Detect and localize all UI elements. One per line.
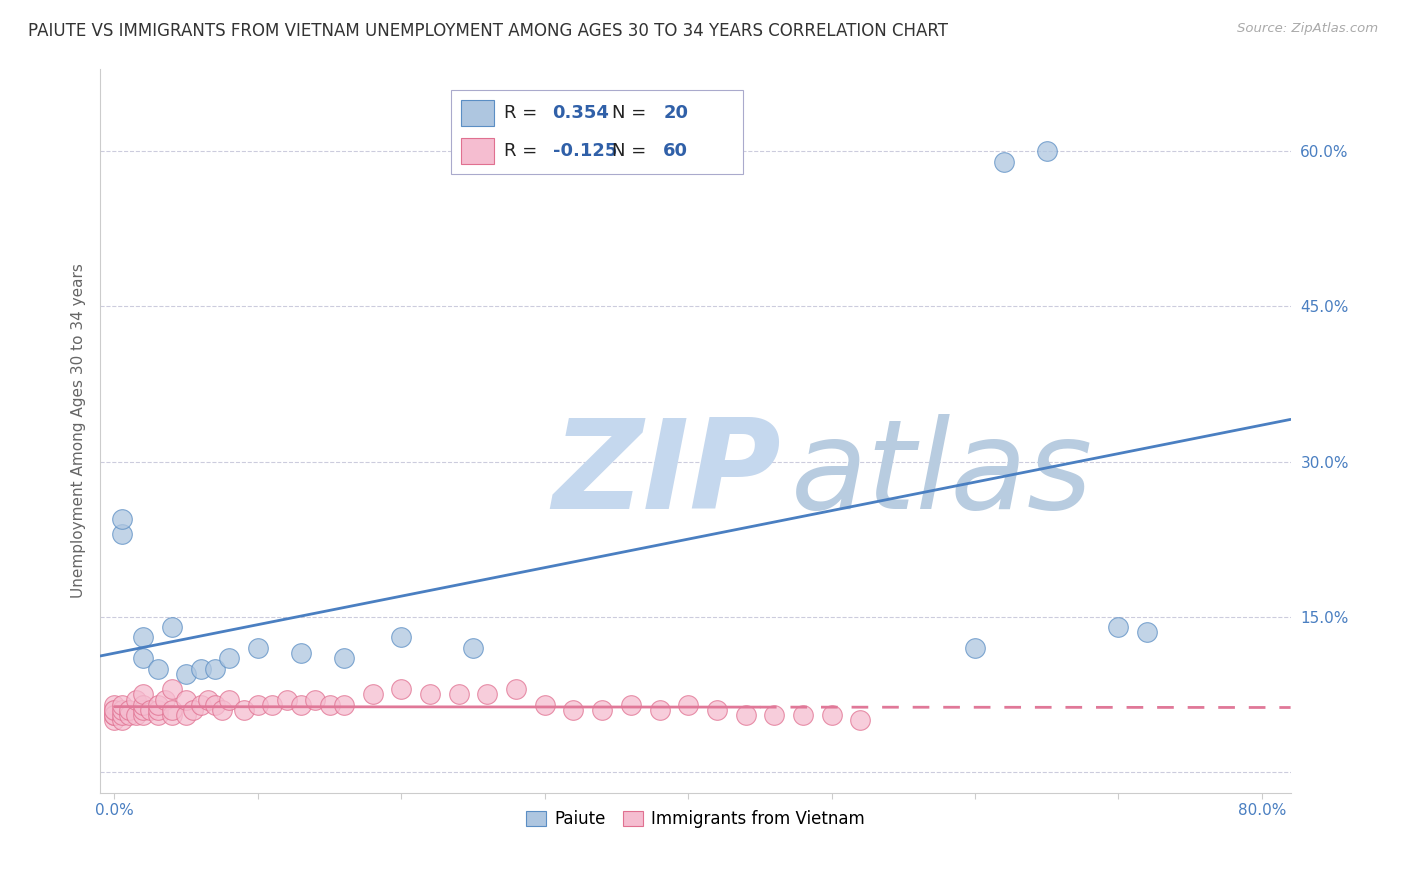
Text: atlas: atlas [790, 414, 1092, 534]
Point [318, 698, 340, 712]
Point [160, 708, 183, 723]
Point [103, 708, 125, 723]
Point [174, 666, 197, 681]
Point [304, 692, 326, 706]
Text: -0.125: -0.125 [553, 142, 617, 160]
Point [706, 703, 728, 717]
Text: 0.354: 0.354 [553, 103, 609, 121]
Point [477, 687, 499, 701]
Point [246, 640, 269, 655]
Text: ZIP: ZIP [553, 414, 782, 534]
Point [190, 698, 212, 712]
Point [963, 640, 986, 655]
Text: Source: ZipAtlas.com: Source: ZipAtlas.com [1237, 22, 1378, 36]
Point [111, 511, 134, 525]
Text: N =: N = [612, 142, 652, 160]
Point [389, 682, 412, 697]
Point [333, 651, 356, 665]
Point [361, 687, 384, 701]
Point [111, 703, 134, 717]
Legend: Paiute, Immigrants from Vietnam: Paiute, Immigrants from Vietnam [519, 804, 872, 835]
Point [505, 682, 527, 697]
Point [103, 698, 125, 712]
Text: N =: N = [612, 103, 652, 121]
Point [160, 620, 183, 634]
Point [111, 698, 134, 712]
Point [620, 698, 643, 712]
Point [676, 698, 699, 712]
Point [174, 692, 197, 706]
Point [290, 646, 312, 660]
Point [174, 708, 197, 723]
Point [204, 698, 226, 712]
Point [103, 703, 125, 717]
Point [197, 692, 219, 706]
Text: 60: 60 [664, 142, 688, 160]
Point [211, 703, 233, 717]
Point [183, 703, 205, 717]
Point [132, 631, 155, 645]
Point [118, 708, 141, 723]
Text: R =: R = [503, 103, 543, 121]
Point [246, 698, 269, 712]
Point [562, 703, 585, 717]
FancyBboxPatch shape [461, 138, 494, 164]
Point [218, 692, 240, 706]
Point [132, 687, 155, 701]
Point [132, 703, 155, 717]
Point [262, 698, 284, 712]
Point [111, 708, 134, 723]
Point [111, 527, 134, 541]
Point [820, 708, 842, 723]
Point [849, 713, 872, 727]
Text: 20: 20 [664, 103, 688, 121]
FancyBboxPatch shape [451, 90, 742, 174]
Point [447, 687, 470, 701]
Point [125, 708, 148, 723]
Point [125, 692, 148, 706]
Point [276, 692, 298, 706]
Text: R =: R = [503, 142, 543, 160]
Point [132, 708, 155, 723]
Point [146, 698, 169, 712]
Point [290, 698, 312, 712]
Point [1035, 145, 1057, 159]
Point [132, 651, 155, 665]
Point [160, 682, 183, 697]
Point [232, 703, 254, 717]
Point [103, 703, 125, 717]
Point [132, 698, 155, 712]
Point [648, 703, 671, 717]
Point [333, 698, 356, 712]
Point [204, 661, 226, 675]
Point [146, 708, 169, 723]
Point [190, 661, 212, 675]
Point [993, 154, 1015, 169]
Point [389, 631, 412, 645]
FancyBboxPatch shape [461, 100, 494, 126]
Point [1108, 620, 1130, 634]
Point [103, 708, 125, 723]
Point [1136, 625, 1159, 640]
Point [160, 703, 183, 717]
Point [111, 713, 134, 727]
Point [218, 651, 240, 665]
Point [533, 698, 555, 712]
Point [461, 640, 484, 655]
Point [139, 703, 162, 717]
Point [419, 687, 441, 701]
Y-axis label: Unemployment Among Ages 30 to 34 years: Unemployment Among Ages 30 to 34 years [72, 263, 86, 598]
Point [734, 708, 756, 723]
Point [792, 708, 814, 723]
Point [118, 703, 141, 717]
Point [146, 661, 169, 675]
Point [591, 703, 613, 717]
Point [103, 713, 125, 727]
Point [763, 708, 786, 723]
Point [146, 703, 169, 717]
Point [153, 692, 176, 706]
Text: PAIUTE VS IMMIGRANTS FROM VIETNAM UNEMPLOYMENT AMONG AGES 30 TO 34 YEARS CORRELA: PAIUTE VS IMMIGRANTS FROM VIETNAM UNEMPL… [28, 22, 948, 40]
